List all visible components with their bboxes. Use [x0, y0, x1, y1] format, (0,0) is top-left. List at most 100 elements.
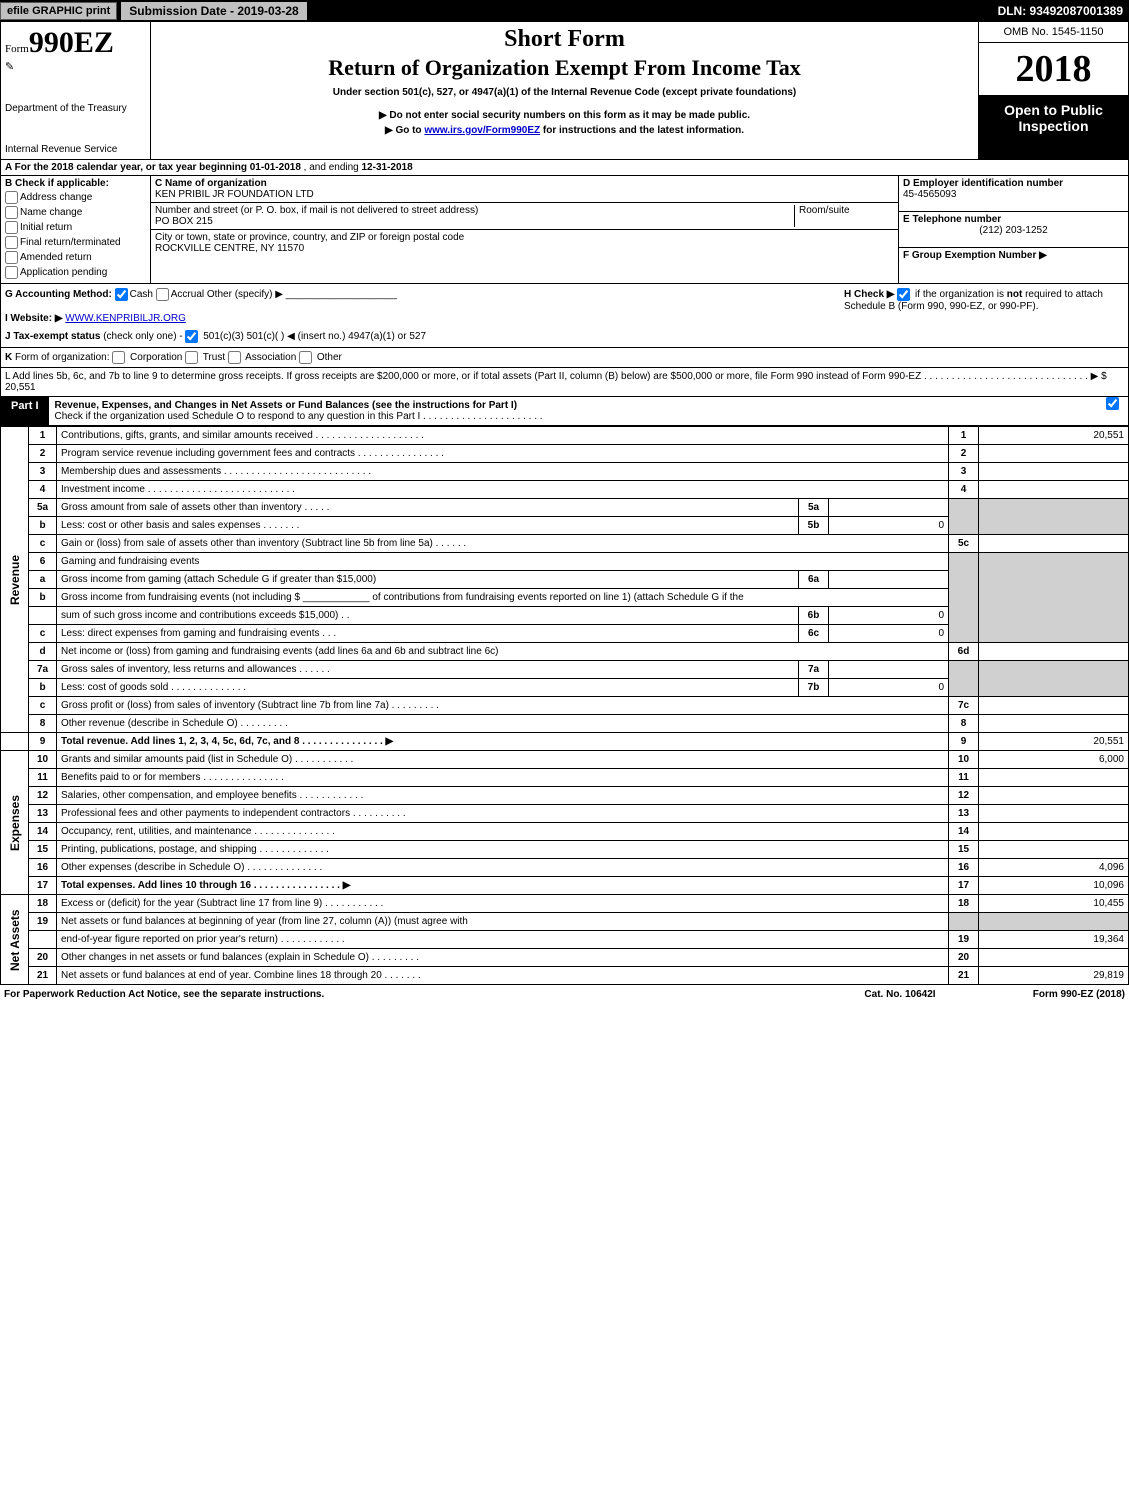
- check-name-change[interactable]: Name change: [5, 206, 146, 219]
- line-5b-inner-box: 5b: [799, 517, 829, 535]
- check-other-org[interactable]: [299, 351, 312, 364]
- line-6b-text: sum of such gross income and contributio…: [57, 607, 799, 625]
- check-assoc[interactable]: [228, 351, 241, 364]
- part-1-header: Part I Revenue, Expenses, and Changes in…: [0, 397, 1129, 426]
- line-6c-inner-val: 0: [829, 625, 949, 643]
- irs-link[interactable]: www.irs.gov/Form990EZ: [424, 125, 540, 136]
- footer-right: Form 990-EZ (2018): [975, 989, 1125, 1000]
- line-6-text: Gaming and fundraising events: [57, 553, 949, 571]
- line-7a-inner-box: 7a: [799, 661, 829, 679]
- footer-center: Cat. No. 10642I: [825, 989, 975, 1000]
- row-a-mid: , and ending: [304, 162, 362, 173]
- org-name-row: C Name of organization KEN PRIBIL JR FOU…: [151, 176, 898, 203]
- tax-year-begin: 01-01-2018: [250, 162, 301, 173]
- line-1-val: 20,551: [979, 427, 1129, 445]
- other-specify: Other (specify) ▶: [207, 289, 283, 300]
- line-7b-text: Less: cost of goods sold . . . . . . . .…: [57, 679, 799, 697]
- g-label: G Accounting Method:: [5, 289, 112, 300]
- group-exemption-row: F Group Exemption Number ▶: [899, 248, 1128, 283]
- dept-treasury: Department of the Treasury: [5, 103, 146, 114]
- check-accrual[interactable]: [156, 288, 169, 301]
- efile-button[interactable]: efile GRAPHIC print: [0, 2, 117, 20]
- line-16-box: 16: [949, 859, 979, 877]
- address-row: Number and street (or P. O. box, if mail…: [151, 203, 898, 230]
- line-19-box: 19: [949, 931, 979, 949]
- subtitle-1: Under section 501(c), 527, or 4947(a)(1)…: [159, 87, 970, 98]
- website-link[interactable]: WWW.KENPRIBILJR.ORG: [65, 313, 186, 324]
- line-6b-inner-val: 0: [829, 607, 949, 625]
- line-6d-box: 6d: [949, 643, 979, 661]
- section-b: B Check if applicable: Address change Na…: [0, 176, 1129, 284]
- shade-19: [949, 913, 979, 931]
- row-h: H Check ▶ if the organization is not req…: [844, 288, 1124, 343]
- line-4-num: 4: [29, 481, 57, 499]
- line-19-num: 19: [29, 913, 57, 931]
- line-6a-inner-val: [829, 571, 949, 589]
- line-10-num: 10: [29, 751, 57, 769]
- shade-5: [949, 499, 979, 535]
- check-application-pending[interactable]: Application pending: [5, 266, 146, 279]
- line-7b-num: b: [29, 679, 57, 697]
- line-7c-num: c: [29, 697, 57, 715]
- line-6d-text: Net income or (loss) from gaming and fun…: [57, 643, 949, 661]
- line-3-val: [979, 463, 1129, 481]
- line-20-text: Other changes in net assets or fund bala…: [57, 949, 949, 967]
- line-21-box: 21: [949, 967, 979, 985]
- row-g-h-i-j: G Accounting Method: Cash Accrual Other …: [0, 284, 1129, 348]
- footer-left: For Paperwork Reduction Act Notice, see …: [4, 989, 825, 1000]
- line-14-val: [979, 823, 1129, 841]
- city-label: City or town, state or province, country…: [155, 232, 464, 243]
- check-corp[interactable]: [112, 351, 125, 364]
- check-trust[interactable]: [185, 351, 198, 364]
- check-amended-return[interactable]: Amended return: [5, 251, 146, 264]
- check-cash[interactable]: [115, 288, 128, 301]
- check-h[interactable]: [897, 288, 910, 301]
- line-6a-text: Gross income from gaming (attach Schedul…: [57, 571, 799, 589]
- line-15-text: Printing, publications, postage, and shi…: [57, 841, 949, 859]
- line-1-text: Contributions, gifts, grants, and simila…: [57, 427, 949, 445]
- check-501c3[interactable]: [185, 330, 198, 343]
- ein-row: D Employer identification number 45-4565…: [899, 176, 1128, 212]
- line-12-num: 12: [29, 787, 57, 805]
- form-number: Form990EZ: [5, 26, 146, 60]
- line-17-val: 10,096: [979, 877, 1129, 895]
- line-14-num: 14: [29, 823, 57, 841]
- line-15-num: 15: [29, 841, 57, 859]
- line-14-box: 14: [949, 823, 979, 841]
- line-6d-val: [979, 643, 1129, 661]
- footer: For Paperwork Reduction Act Notice, see …: [0, 985, 1129, 1004]
- line-6-num: 6: [29, 553, 57, 571]
- top-bar: efile GRAPHIC print Submission Date - 20…: [0, 0, 1129, 22]
- main-table: Revenue 1 Contributions, gifts, grants, …: [0, 426, 1129, 985]
- line-7a-num: 7a: [29, 661, 57, 679]
- check-initial-return[interactable]: Initial return: [5, 221, 146, 234]
- open-to-public: Open to Public Inspection: [979, 96, 1128, 159]
- row-a-pre: A For the 2018 calendar year, or tax yea…: [5, 162, 250, 173]
- line-1-num: 1: [29, 427, 57, 445]
- check-address-change[interactable]: Address change: [5, 191, 146, 204]
- line-21-val: 29,819: [979, 967, 1129, 985]
- line-5b-text: Less: cost or other basis and sales expe…: [57, 517, 799, 535]
- line-5a-inner-val: [829, 499, 949, 517]
- section-b-mid: C Name of organization KEN PRIBIL JR FOU…: [151, 176, 898, 283]
- part-1-checkbox[interactable]: [1098, 397, 1128, 425]
- line-17-text: Total expenses. Add lines 10 through 16 …: [57, 877, 949, 895]
- shade-7: [949, 661, 979, 697]
- line-6b-inner-box: 6b: [799, 607, 829, 625]
- addr-label: Number and street (or P. O. box, if mail…: [155, 205, 478, 216]
- line-18-box: 18: [949, 895, 979, 913]
- row-k: K Form of organization: Corporation Trus…: [0, 348, 1129, 368]
- line-4-text: Investment income . . . . . . . . . . . …: [57, 481, 949, 499]
- line-6a-inner-box: 6a: [799, 571, 829, 589]
- check-final-return[interactable]: Final return/terminated: [5, 236, 146, 249]
- shade-19-val: [979, 913, 1129, 931]
- line-17-num: 17: [29, 877, 57, 895]
- short-form-title: Short Form: [159, 26, 970, 53]
- line-6c-num: c: [29, 625, 57, 643]
- check-if-applicable-label: B Check if applicable:: [5, 178, 109, 189]
- part-1-title: Revenue, Expenses, and Changes in Net As…: [49, 397, 1098, 425]
- f-label: F Group Exemption Number ▶: [903, 250, 1047, 261]
- line-5c-box: 5c: [949, 535, 979, 553]
- row-g-left: G Accounting Method: Cash Accrual Other …: [5, 288, 844, 343]
- line-6c-text: Less: direct expenses from gaming and fu…: [57, 625, 799, 643]
